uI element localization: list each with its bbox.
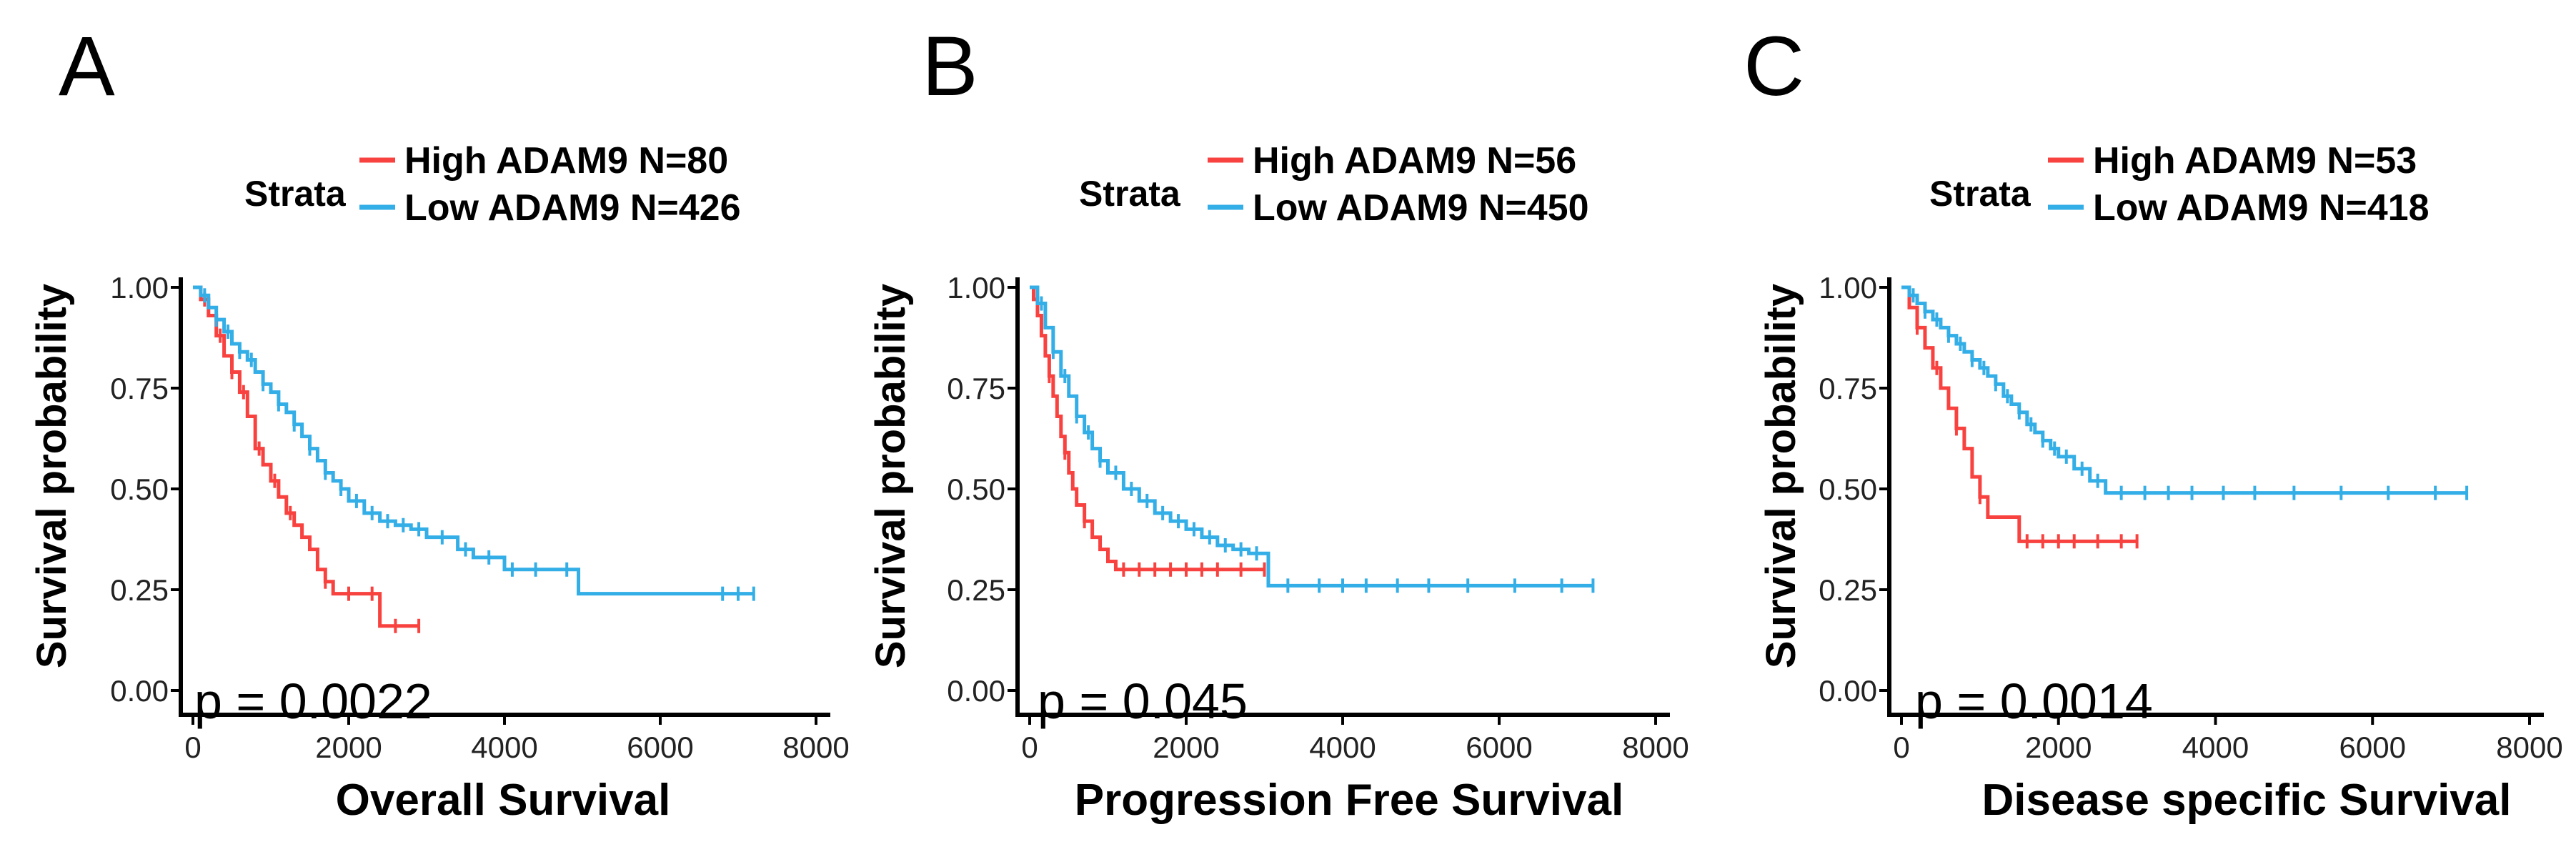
panel-c-y-tick-labels: 0.00 0.25 0.50 0.75 1.00 (1819, 271, 1877, 708)
panel-c-label: C (1744, 19, 1804, 114)
panel-c-x-tick-label: 4000 (2182, 730, 2249, 764)
panel-c-p-value: p = 0.0014 (1915, 673, 2153, 729)
panel-b-y-tick-label: 0.50 (947, 472, 1005, 506)
panel-a-x-tick-labels: 0 2000 4000 6000 8000 (184, 730, 849, 764)
panel-a-axes (179, 277, 830, 717)
panel-b: B Strata High ADAM9 N=56 Low ADAM9 N=450… (867, 19, 1689, 825)
panel-a-x-tick-label: 4000 (471, 730, 537, 764)
panel-c-legend-high-label: High ADAM9 N=53 (2093, 140, 2417, 182)
panel-a-legend-low-label: Low ADAM9 N=426 (404, 187, 741, 229)
panel-c-y-tick-label: 0.50 (1819, 472, 1877, 506)
panel-a-low-curve (193, 285, 754, 596)
panel-b-legend-low-label: Low ADAM9 N=450 (1253, 187, 1589, 229)
panel-b-y-tick-labels: 0.00 0.25 0.50 0.75 1.00 (947, 271, 1005, 708)
panel-a-y-tick-label: 0.25 (110, 573, 169, 607)
panel-b-p-value: p = 0.045 (1038, 673, 1248, 729)
panel-a-legend-title: Strata (244, 174, 347, 214)
panel-a-p-value: p = 0.0022 (194, 673, 432, 729)
panel-a: A Strata High ADAM9 N=80 Low ADAM9 N=426… (29, 19, 850, 825)
panel-b-label: B (922, 19, 978, 114)
panel-a-series (193, 285, 755, 633)
panel-a-legend-high-label: High ADAM9 N=80 (404, 140, 728, 182)
panel-c-x-tick-label: 2000 (2025, 730, 2092, 764)
panel-c-y-tick-label: 0.00 (1819, 674, 1877, 708)
panel-a-x-tick-label: 2000 (315, 730, 382, 764)
panel-a-x-axis-label: Overall Survival (336, 776, 671, 825)
panel-a-y-axis-label: Survival probability (29, 284, 75, 668)
panel-b-legend-high-label: High ADAM9 N=56 (1253, 140, 1576, 182)
panel-b-y-tick-label: 0.25 (947, 573, 1005, 607)
panel-c-x-tick-label: 6000 (2339, 730, 2406, 764)
panel-c-y-tick-label: 0.75 (1819, 372, 1877, 405)
panel-c-x-tick-label: 0 (1893, 730, 1909, 764)
panel-b-x-tick-label: 0 (1021, 730, 1038, 764)
panel-c-y-tick-label: 1.00 (1819, 271, 1877, 304)
panel-c-legend-low-label: Low ADAM9 N=418 (2093, 187, 2430, 229)
panel-a-y-tick-label: 0.50 (110, 472, 169, 506)
panel-c-ticks (1879, 286, 2531, 725)
panel-b-series (1030, 285, 1595, 593)
panel-b-x-axis-label: Progression Free Survival (1075, 776, 1623, 825)
panel-b-axes (1015, 277, 1670, 717)
panel-a-y-tick-label: 0.00 (110, 674, 169, 708)
panel-a-y-tick-labels: 0.00 0.25 0.50 0.75 1.00 (110, 271, 169, 708)
panel-b-high-curve (1030, 285, 1265, 572)
panel-b-y-tick-label: 1.00 (947, 271, 1005, 304)
panel-b-legend-title: Strata (1079, 174, 1181, 214)
panel-c-x-tick-labels: 0 2000 4000 6000 8000 (1893, 730, 2562, 764)
panel-c-x-tick-label: 8000 (2496, 730, 2562, 764)
panel-a-x-tick-label: 8000 (782, 730, 849, 764)
panel-a-y-tick-label: 0.75 (110, 372, 169, 405)
panel-c-x-axis-label: Disease specific Survival (1981, 776, 2511, 825)
panel-a-y-tick-label: 1.00 (110, 271, 169, 304)
panel-b-x-tick-labels: 0 2000 4000 6000 8000 (1021, 730, 1689, 764)
panel-a-x-tick-label: 0 (184, 730, 201, 764)
panel-a-ticks (171, 286, 817, 725)
panel-b-x-tick-label: 8000 (1622, 730, 1689, 764)
panel-b-x-tick-label: 4000 (1309, 730, 1376, 764)
panel-c-legend-title: Strata (1929, 174, 2032, 214)
panel-b-y-tick-label: 0.75 (947, 372, 1005, 405)
panel-a-label: A (59, 19, 115, 114)
panel-c-axes (1887, 277, 2544, 717)
panel-b-x-tick-label: 6000 (1466, 730, 1532, 764)
panel-b-x-tick-label: 2000 (1153, 730, 1219, 764)
panel-b-y-axis-label: Survival probability (867, 284, 914, 668)
panel-c-y-axis-label: Survival probability (1758, 284, 1804, 668)
panel-c-series (1901, 285, 2469, 549)
panel-b-ticks (1008, 286, 1657, 725)
panel-a-x-tick-label: 6000 (627, 730, 693, 764)
panel-b-y-tick-label: 0.00 (947, 674, 1005, 708)
panel-c: C Strata High ADAM9 N=53 Low ADAM9 N=418… (1744, 19, 2563, 825)
panel-c-y-tick-label: 0.25 (1819, 573, 1877, 607)
